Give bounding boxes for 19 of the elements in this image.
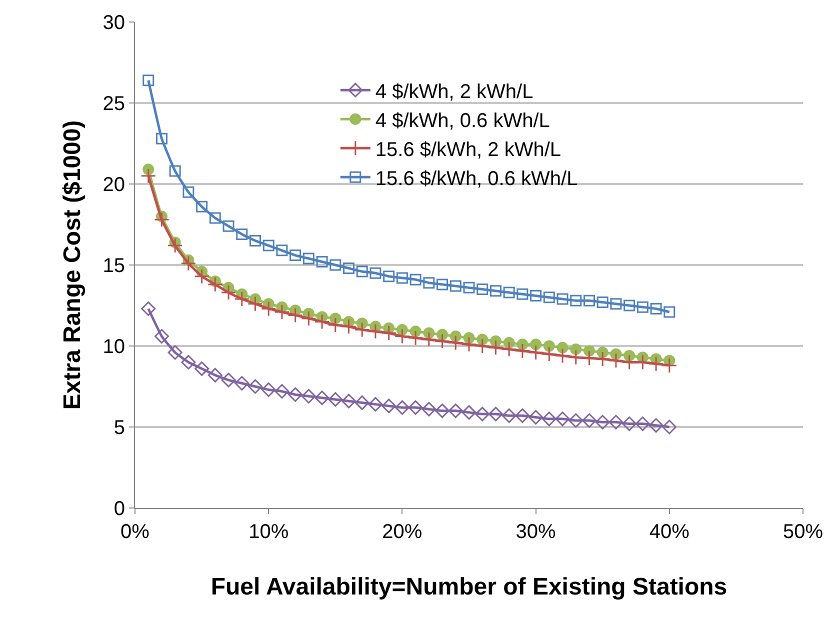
legend-label: 15.6 $/kWh, 0.6 kWh/L [375, 168, 578, 190]
x-tick-label: 50% [782, 521, 824, 543]
y-tick-label: 0 [114, 498, 125, 520]
legend-label: 4 $/kWh, 2 kWh/L [375, 80, 534, 103]
y-tick-label: 5 [114, 417, 125, 439]
y-tick-label: 20 [102, 174, 125, 196]
legend-label: 15.6 $/kWh, 2 kWh/L [375, 138, 562, 161]
y-tick-label: 30 [102, 12, 125, 34]
x-tick-label: 10% [248, 521, 289, 543]
x-tick-label: 30% [516, 521, 556, 543]
x-tick-label: 20% [382, 521, 422, 543]
x-tick-label: 40% [649, 521, 690, 543]
x-axis-title: Fuel Availability=Number of Existing Stations [210, 573, 728, 600]
y-axis-title: Extra Range Cost ($1000) [58, 120, 86, 410]
y-tick-label: 25 [102, 93, 125, 115]
y-tick-label: 10 [102, 336, 125, 358]
legend-label: 4 $/kWh, 0.6 kWh/L [375, 110, 550, 132]
y-tick-label: 15 [102, 255, 125, 277]
x-tick-label: 0% [120, 521, 150, 543]
